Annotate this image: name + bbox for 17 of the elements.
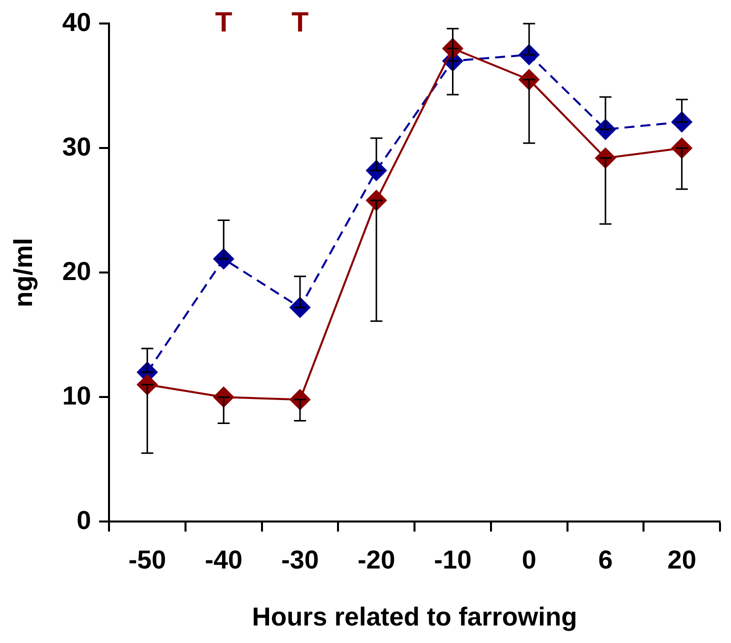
x-tick-label: -40 — [204, 544, 242, 574]
x-tick-label: -20 — [358, 544, 396, 574]
annotation: T — [215, 6, 232, 38]
x-tick-label: 0 — [522, 544, 536, 574]
annotation: T — [291, 6, 309, 38]
x-tick-label: -10 — [434, 544, 472, 574]
y-tick-label: 0 — [76, 504, 92, 535]
x-tick-label: 6 — [598, 544, 613, 574]
y-tick-label: 20 — [62, 256, 92, 286]
y-tick-label: 40 — [62, 6, 92, 37]
y-tick-label: 30 — [62, 131, 92, 162]
x-tick-label: -30 — [281, 544, 319, 574]
x-tick-label: 20 — [667, 544, 696, 574]
x-axis-title: Hours related to farrowing — [252, 602, 578, 632]
y-axis-title: ng/ml — [8, 238, 38, 308]
x-tick-label: -50 — [128, 544, 166, 574]
y-tick-label: 10 — [62, 380, 92, 410]
